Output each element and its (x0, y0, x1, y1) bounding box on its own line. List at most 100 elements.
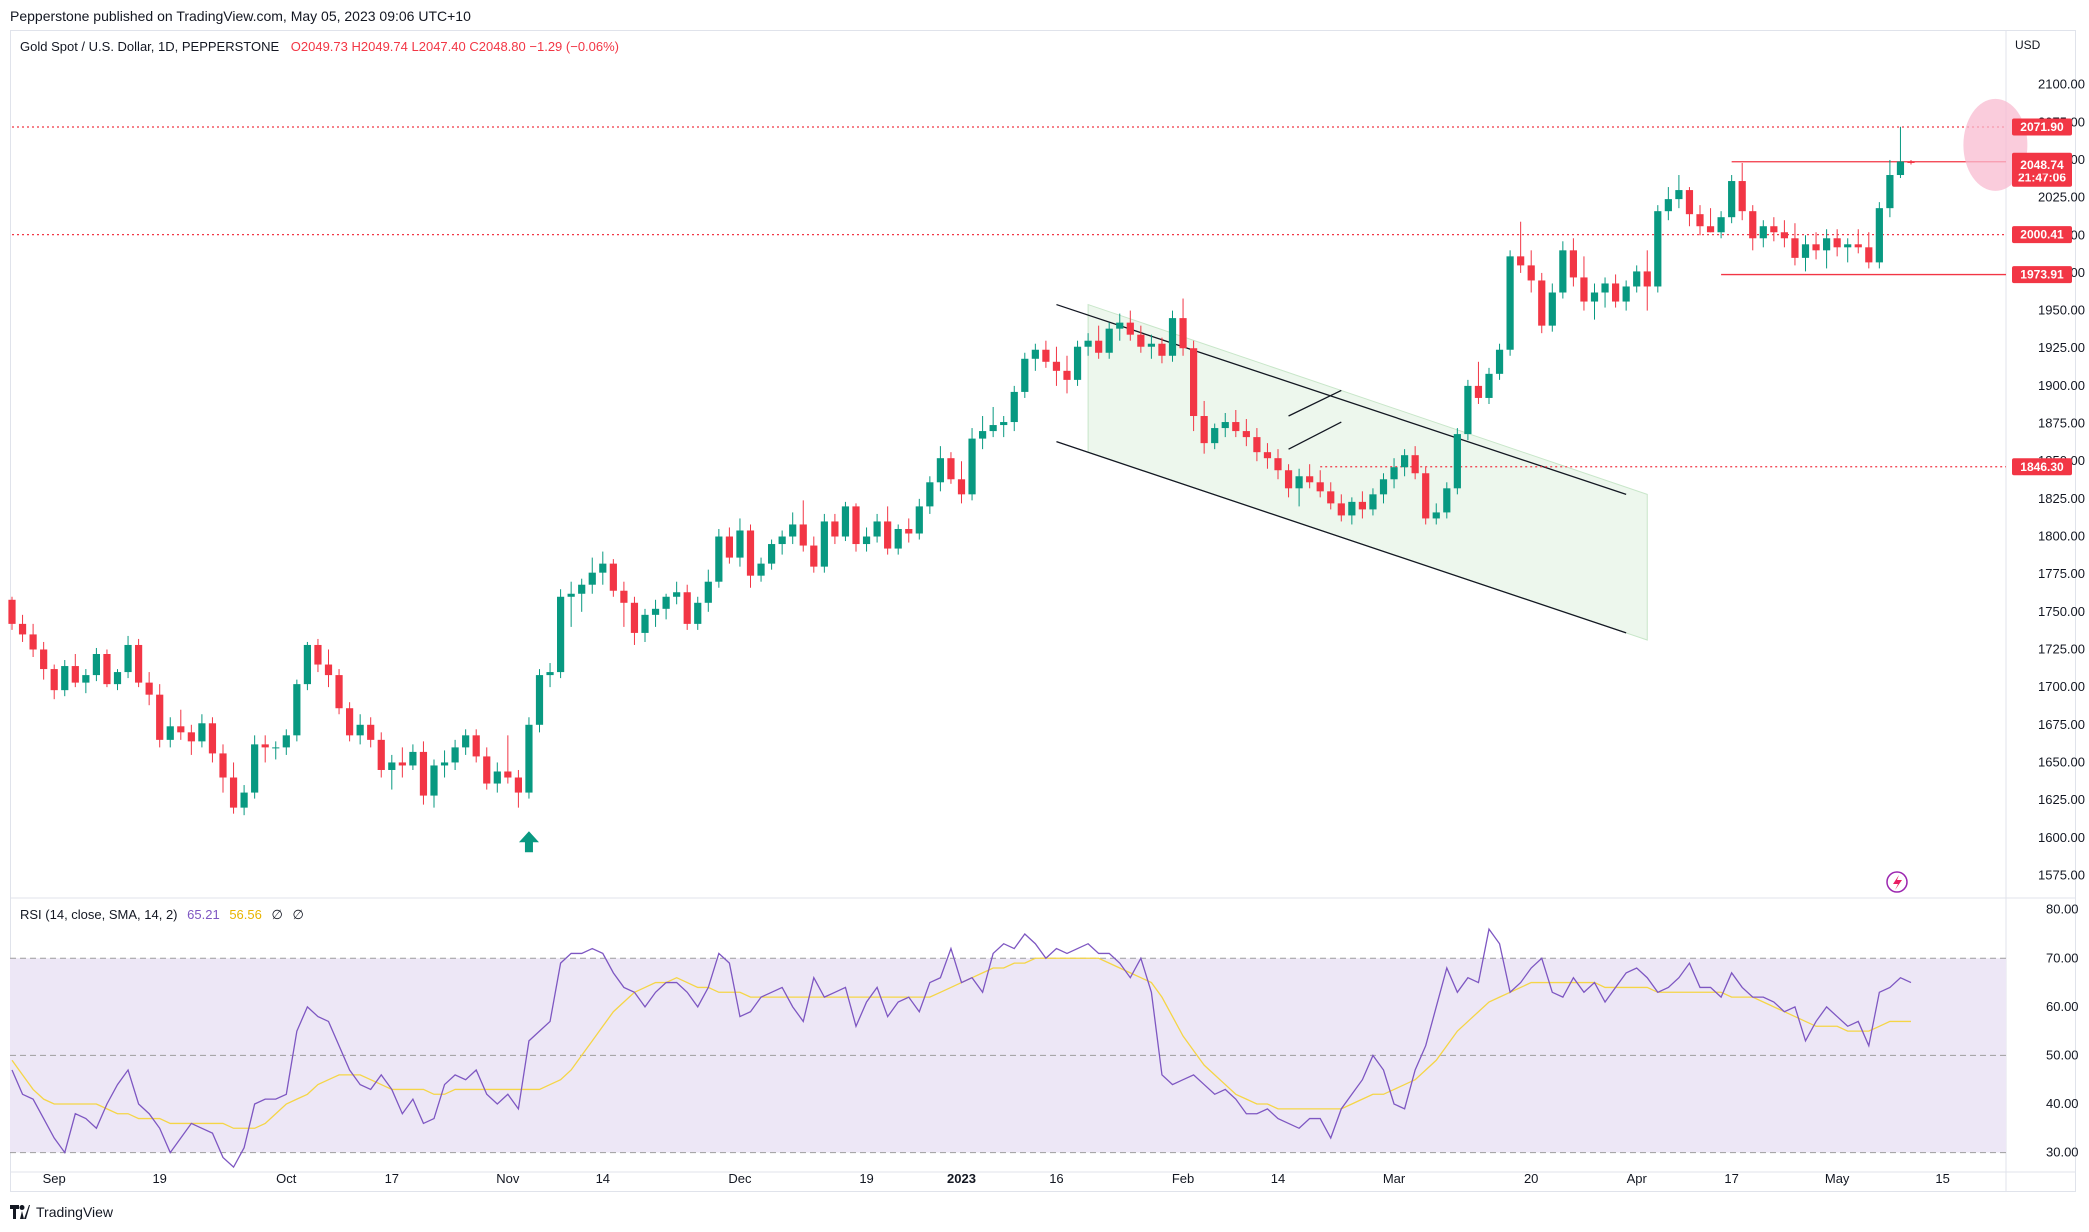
candle-body (50, 669, 58, 691)
candle-body (1232, 422, 1240, 432)
candle-body (1527, 265, 1535, 281)
candle-body (1485, 373, 1493, 398)
candle-body (1738, 181, 1746, 212)
candle-body (1253, 437, 1261, 453)
candle-body (810, 545, 818, 567)
symbol-name: Gold Spot / U.S. Dollar, 1D, PEPPERSTONE (20, 39, 280, 54)
change-value: −1.29 (−0.06%) (529, 39, 620, 54)
candle-body (1791, 238, 1799, 258)
candle-body (1432, 512, 1440, 519)
candle-body (1664, 199, 1672, 212)
time-tick-label: May (1825, 1171, 1850, 1186)
candle-body (493, 771, 501, 784)
candle-body (736, 530, 744, 558)
candle-body (557, 596, 565, 673)
candle-body (1126, 322, 1134, 335)
price-tick-label: 1750.00 (2038, 604, 2085, 619)
candle-body (472, 735, 480, 757)
price-tag-bg (2012, 226, 2072, 244)
candle-body (282, 735, 290, 748)
flash-icon-bolt (1893, 875, 1902, 890)
candle-body (1021, 358, 1029, 392)
price-tag-bg (2012, 266, 2072, 284)
price-tag-label: 1973.91 (2020, 268, 2064, 282)
candle-body (29, 634, 37, 650)
time-tick-label: 14 (1271, 1171, 1285, 1186)
candle-body (1706, 226, 1715, 233)
candle-body (40, 649, 48, 670)
candles-group (8, 126, 1915, 816)
rsi-tick-label: 60.00 (2046, 999, 2079, 1014)
time-tick-label: 14 (596, 1171, 610, 1186)
candle-body (757, 563, 765, 576)
price-tag-bg (2012, 458, 2072, 476)
candle-body (1073, 346, 1082, 380)
price-tick-label: 1625.00 (2038, 792, 2085, 807)
candle-body (1168, 318, 1177, 356)
currency-label: USD (2015, 38, 2041, 52)
candle-body (1010, 391, 1018, 423)
rsi-legend[interactable]: RSI (14, close, SMA, 14, 2) 65.21 56.56 … (20, 907, 304, 923)
candle-body (567, 593, 575, 597)
candle-body (1000, 422, 1008, 426)
candle-body (8, 599, 16, 624)
tradingview-label: TradingView (36, 1204, 114, 1220)
candle-body (1643, 271, 1651, 287)
candle-body (82, 675, 90, 683)
time-tick-label: Feb (1172, 1171, 1194, 1186)
rsi-extra-value-2: ∅ (292, 907, 304, 922)
candle-body (1675, 190, 1683, 200)
candle-body (377, 739, 385, 770)
candle-body (398, 762, 406, 766)
candle-body (673, 592, 681, 597)
candle-body (599, 563, 607, 573)
symbol-legend[interactable]: Gold Spot / U.S. Dollar, 1D, PEPPERSTONE… (20, 39, 619, 54)
candle-body (293, 684, 301, 736)
candle-body (926, 482, 934, 507)
candle-body (1559, 250, 1567, 293)
candle-body (419, 751, 428, 796)
candle-body (1306, 476, 1314, 483)
candle-body (1031, 349, 1039, 359)
candle-body (113, 672, 122, 685)
price-tick-label: 1575.00 (2038, 867, 2085, 882)
candle-body (1063, 370, 1071, 380)
candle-body (1052, 361, 1061, 371)
candle-body (588, 572, 596, 585)
alert-flash-icon (1886, 871, 1908, 893)
candle-body (873, 521, 881, 537)
flash-icon-ring (1886, 871, 1908, 893)
candle-body (662, 596, 670, 609)
candle-body (1158, 343, 1166, 356)
rsi-tick-label: 30.00 (2046, 1145, 2079, 1160)
candle-body (1453, 434, 1461, 489)
time-tick-label: Oct (276, 1171, 297, 1186)
candle-body (462, 735, 470, 748)
candle-body (1348, 501, 1356, 516)
candle-body (820, 521, 828, 567)
candle-body (124, 644, 132, 673)
candle-body (1685, 190, 1694, 215)
candle-body (1875, 208, 1883, 263)
candle-body (715, 536, 723, 582)
candle-body (1443, 488, 1451, 513)
high-value: H2049.74 (351, 39, 408, 54)
candle-body (430, 765, 438, 796)
candle-body (979, 431, 987, 439)
candle-body (1590, 292, 1599, 302)
price-tag-label: 2071.90 (2020, 120, 2064, 134)
candle-body (1327, 491, 1335, 504)
candle-body (388, 762, 396, 770)
rsi-tick-label: 40.00 (2046, 1096, 2079, 1111)
tradingview-brand[interactable]: TradingView (10, 1204, 113, 1220)
candle-body (324, 664, 333, 676)
flag-lower-line (1288, 421, 1342, 450)
candle-body (1358, 501, 1366, 510)
candle-body (630, 602, 639, 633)
candle-body (514, 777, 522, 793)
candle-body (1812, 244, 1820, 251)
price-tick-label: 1775.00 (2038, 566, 2085, 581)
candle-body (852, 506, 860, 545)
candle-body (1759, 226, 1767, 239)
